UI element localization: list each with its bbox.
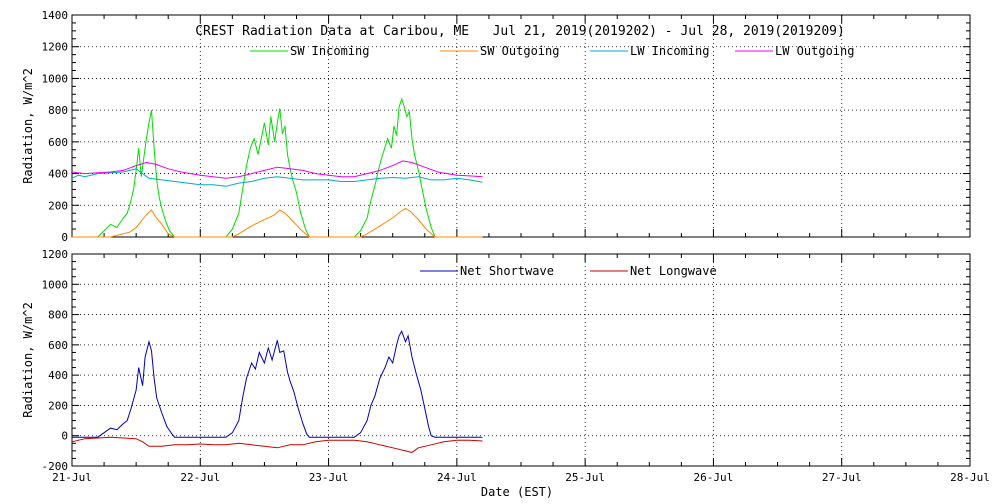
series-line-net-shortwave [72, 330, 483, 438]
chart-title: CREST Radiation Data at Caribou, ME Jul … [195, 24, 845, 39]
panel-1 [71, 14, 971, 238]
legend-label: SW Incoming [290, 44, 369, 58]
series-line-net-longwave [71, 436, 483, 453]
panel-2 [71, 253, 971, 467]
series-line-lw-incoming [71, 168, 483, 187]
y-tick-label: 1200 [42, 41, 69, 54]
legend-label: LW Incoming [630, 44, 709, 58]
y-tick-label: 800 [48, 104, 68, 117]
y-axis-label: Radiation, W/m^2 [21, 68, 35, 184]
plot-frame-2 [71, 253, 971, 467]
y-axis-label: Radiation, W/m^2 [21, 302, 35, 418]
y-tick-label: 600 [48, 136, 68, 149]
y-tick-label: 600 [48, 339, 68, 352]
x-tick-label: 26-Jul [694, 471, 734, 484]
legend-label: Net Longwave [630, 264, 717, 278]
x-tick-label: 25-Jul [565, 471, 605, 484]
y-tick-label: -200 [42, 460, 69, 473]
y-tick-label: 1000 [42, 72, 69, 85]
y-tick-label: 400 [48, 369, 68, 382]
legend-label: SW Outgoing [480, 44, 559, 58]
x-tick-label: 23-Jul [309, 471, 349, 484]
y-tick-label: 200 [48, 399, 68, 412]
y-tick-label: 800 [48, 309, 68, 322]
x-tick-label: 27-Jul [822, 471, 862, 484]
series-line-lw-outgoing [71, 160, 483, 179]
series-line-sw-outgoing [72, 207, 483, 238]
y-tick-label: 200 [48, 199, 68, 212]
y-tick-label: 1200 [42, 248, 69, 261]
x-axis-label: Date (EST) [481, 485, 553, 499]
legend-label: LW Outgoing [775, 44, 854, 58]
y-tick-label: 0 [61, 231, 68, 244]
y-tick-label: 0 [61, 430, 68, 443]
y-tick-label: 1400 [42, 9, 69, 22]
series-line-sw-incoming [72, 97, 483, 238]
x-tick-label: 28-Jul [950, 471, 990, 484]
y-tick-label: 400 [48, 168, 68, 181]
x-tick-label: 24-Jul [437, 471, 477, 484]
legend-label: Net Shortwave [460, 264, 554, 278]
x-tick-label: 22-Jul [180, 471, 220, 484]
x-tick-label: 21-Jul [52, 471, 92, 484]
y-tick-label: 1000 [42, 278, 69, 291]
